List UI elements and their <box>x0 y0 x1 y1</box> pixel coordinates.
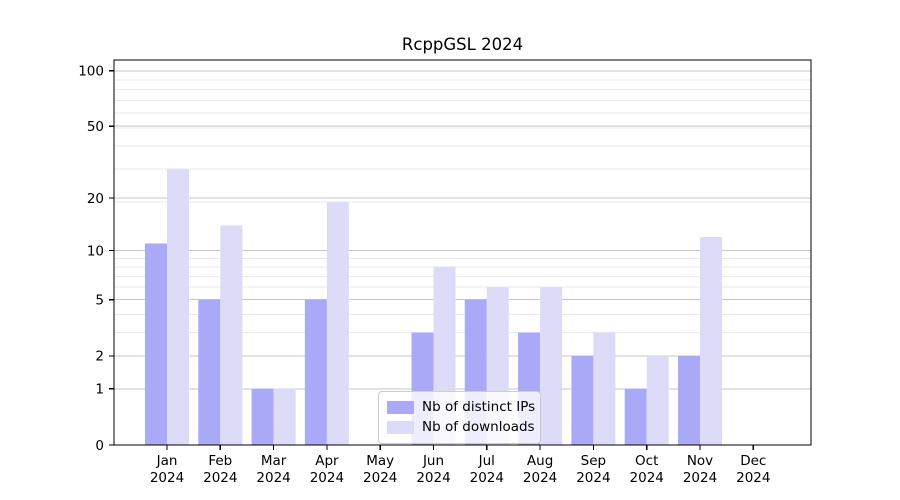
x-tick-label-month: Jan <box>156 453 178 469</box>
y-tick-label: 5 <box>95 293 104 309</box>
bar <box>593 332 616 445</box>
legend-swatch-distinct-ips <box>387 400 414 414</box>
legend: Nb of distinct IPs Nb of downloads <box>378 391 541 444</box>
bar <box>646 355 669 445</box>
legend-label-downloads: Nb of downloads <box>422 419 535 435</box>
x-tick-label-year: 2024 <box>736 470 770 486</box>
x-tick-label-month: Nov <box>687 453 713 469</box>
bar <box>198 299 221 445</box>
x-tick-label-month: Apr <box>315 453 339 469</box>
x-axis: Jan2024Feb2024Mar2024Apr2024May2024Jun20… <box>150 445 770 486</box>
y-tick-label: 20 <box>87 191 104 207</box>
x-tick-label-year: 2024 <box>310 470 344 486</box>
y-tick-label: 1 <box>95 382 104 398</box>
bar <box>220 225 243 445</box>
legend-label-distinct-ips: Nb of distinct IPs <box>422 399 536 415</box>
x-tick-label-year: 2024 <box>256 470 290 486</box>
x-tick-label-year: 2024 <box>150 470 184 486</box>
x-tick-label-month: Oct <box>635 453 658 469</box>
x-tick-label-year: 2024 <box>576 470 610 486</box>
x-tick-label-year: 2024 <box>203 470 237 486</box>
x-tick-label-month: May <box>366 453 394 469</box>
bar <box>678 355 700 445</box>
x-tick-label-year: 2024 <box>523 470 557 486</box>
x-tick-label-year: 2024 <box>416 470 450 486</box>
bar <box>624 388 647 445</box>
x-tick-label-month: Dec <box>740 453 766 469</box>
bar <box>145 243 167 445</box>
x-tick-label-month: Mar <box>261 453 287 469</box>
x-tick-label-year: 2024 <box>470 470 504 486</box>
x-tick-label-year: 2024 <box>363 470 397 486</box>
bar <box>304 299 327 445</box>
legend-item-distinct-ips: Nb of distinct IPs <box>387 397 536 417</box>
x-tick-label-month: Feb <box>208 453 232 469</box>
plot-frame <box>113 59 812 446</box>
bar <box>326 202 349 445</box>
x-tick-label-month: Jul <box>478 453 495 469</box>
grid-minor <box>114 79 811 334</box>
x-tick-label-month: Aug <box>527 453 553 469</box>
bar <box>167 169 189 445</box>
y-tick-label: 2 <box>95 349 104 365</box>
y-tick-label: 100 <box>78 64 104 80</box>
y-axis: 0 1 2 5 10 20 50 100 <box>78 64 114 454</box>
bar <box>540 287 563 445</box>
legend-swatch-downloads <box>387 420 414 434</box>
x-tick-label-month: Sep <box>581 453 606 469</box>
x-tick-label-year: 2024 <box>630 470 664 486</box>
bar <box>571 355 594 445</box>
y-tick-label: 10 <box>87 243 104 259</box>
x-tick-label-year: 2024 <box>683 470 717 486</box>
x-tick-label-month: Jun <box>422 453 444 469</box>
bar <box>700 237 722 445</box>
legend-item-downloads: Nb of downloads <box>387 417 535 437</box>
bar <box>273 388 296 445</box>
bar <box>251 388 274 445</box>
chart-title: RcppGSL 2024 <box>401 35 524 54</box>
y-tick-label: 0 <box>95 438 104 454</box>
y-tick-label: 50 <box>87 119 104 135</box>
